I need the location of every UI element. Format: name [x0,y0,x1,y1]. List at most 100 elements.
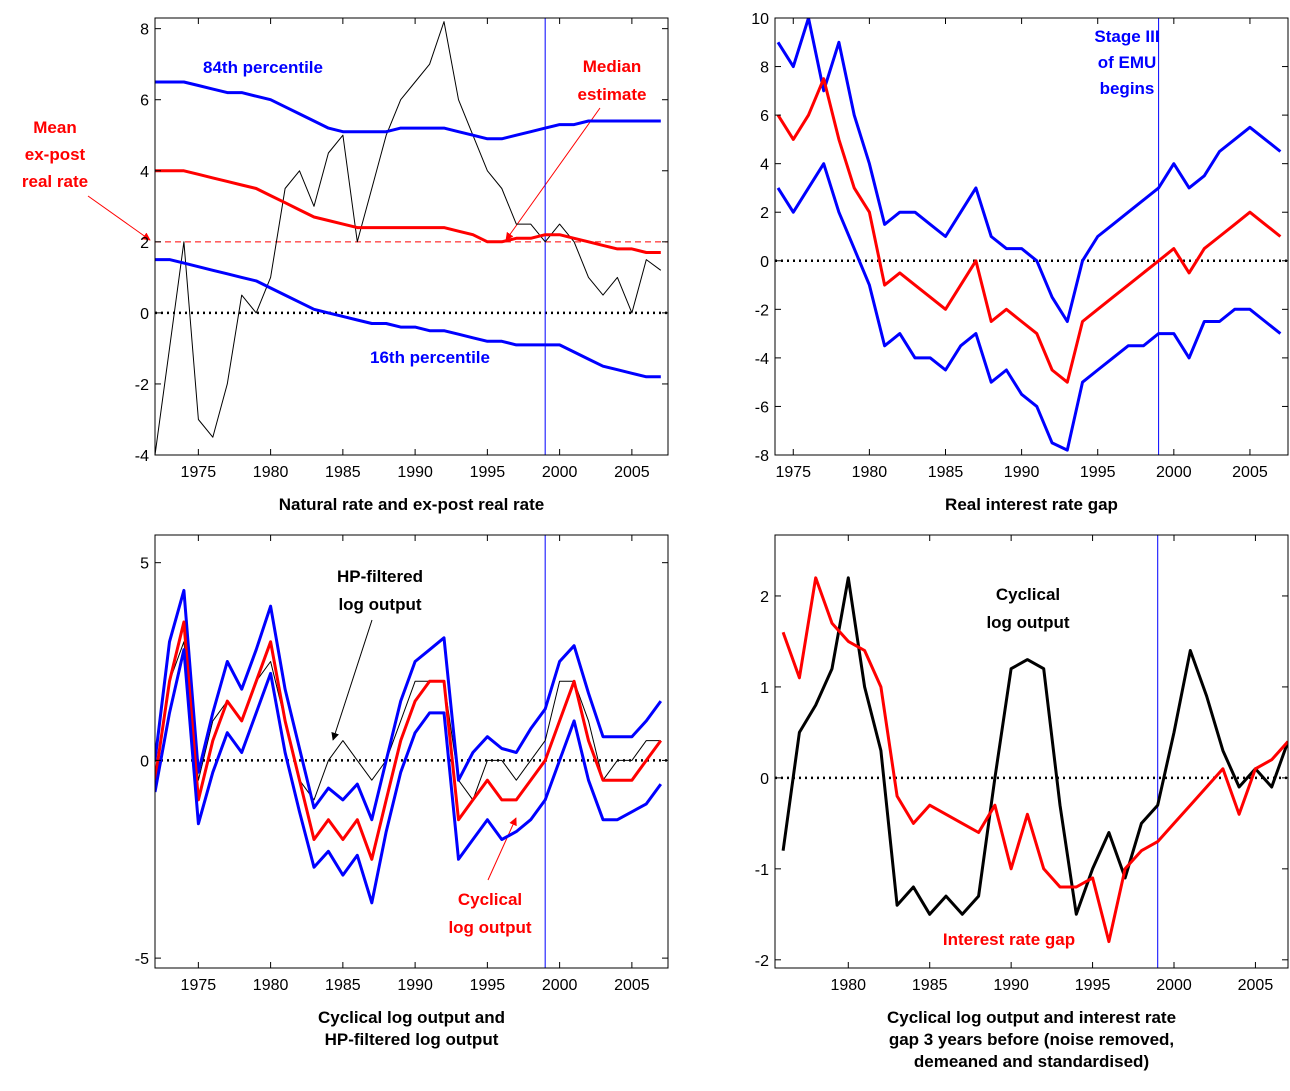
series-line [155,648,663,905]
axis-caption: Cyclical log output and [318,1008,505,1027]
axis-caption: Natural rate and ex-post real rate [279,495,544,514]
annotation: Median [583,57,642,76]
y-tick-label: 0 [140,306,149,323]
annotation: Mean [33,118,76,137]
y-tick-label: 0 [760,254,769,271]
series-line [776,77,1282,384]
plot-frame [774,17,1289,456]
x-tick-label: 2005 [614,977,650,994]
plot-area [775,18,1288,455]
plot-frame [154,17,669,456]
y-tick-label: 8 [760,60,769,77]
y-tick-label: 1 [760,680,769,697]
x-tick-label: 1985 [928,464,964,481]
series-line [155,169,661,254]
y-tick-label: 6 [140,93,149,110]
annotation: 84th percentile [203,58,323,77]
x-tick-label: 1975 [181,977,217,994]
x-tick-label: 1985 [325,464,361,481]
x-tick-label: 2005 [1238,977,1274,994]
x-tick-label: 1985 [912,977,948,994]
annotation: log output [448,918,531,937]
x-tick-label: 1995 [470,464,506,481]
x-tick-label: 1975 [181,464,217,481]
plot-frame [774,534,1289,969]
series-line [155,258,661,379]
series-line [776,18,1282,323]
x-tick-label: 1995 [1080,464,1116,481]
arrow [487,817,517,881]
annotation: Stage III [1094,27,1159,46]
y-tick-label: 4 [140,164,149,181]
series-line [781,576,1288,944]
y-tick-label: -2 [755,953,769,970]
annotation: estimate [578,85,647,104]
annotation: begins [1100,79,1155,98]
series-line [155,21,662,455]
y-tick-label: -5 [135,951,149,968]
x-tick-label: 2000 [542,464,578,481]
y-tick-label: 8 [140,22,149,39]
series-line [155,588,663,822]
x-tick-label: 1995 [1075,977,1111,994]
arrow [87,195,151,241]
y-tick-label: 4 [760,157,769,174]
y-tick-label: -2 [135,377,149,394]
x-tick-label: 1990 [993,977,1029,994]
y-tick-label: -4 [755,351,769,368]
x-tick-label: 2000 [1156,464,1192,481]
y-tick-label: -2 [755,302,769,319]
y-tick-label: -8 [755,448,769,465]
annotation: 16th percentile [370,348,490,367]
series-line [776,162,1282,452]
y-tick-label: -6 [755,399,769,416]
y-tick-label: -4 [135,448,149,465]
annotation: log output [338,595,421,614]
y-tick-label: 0 [140,753,149,770]
y-tick-label: 5 [140,556,149,573]
x-tick-label: 2005 [614,464,650,481]
plot-area [155,535,668,968]
axis-caption: Real interest rate gap [945,495,1118,514]
series-line [155,80,661,141]
x-tick-label: 1990 [397,977,433,994]
axis-caption: Cyclical log output and interest rate [887,1008,1176,1027]
x-tick-label: 1980 [253,977,289,994]
annotation: Interest rate gap [943,930,1075,949]
annotation: HP-filtered [337,567,423,586]
plot-frame [154,534,669,969]
arrow [505,107,601,241]
x-tick-label: 2000 [542,977,578,994]
axis-caption: HP-filtered log output [325,1030,499,1049]
y-tick-label: 2 [760,205,769,222]
axis-caption: demeaned and standardised) [914,1052,1149,1071]
y-tick-label: 2 [760,589,769,606]
x-tick-label: 1990 [397,464,433,481]
y-tick-label: 2 [140,235,149,252]
annotation: of EMU [1098,53,1157,72]
axis-caption: gap 3 years before (noise removed, [889,1030,1174,1049]
y-tick-label: 6 [760,108,769,125]
y-tick-label: 10 [751,11,769,28]
x-tick-label: 2005 [1232,464,1268,481]
annotation: Cyclical [996,585,1060,604]
plot-area [775,535,1288,968]
x-tick-label: 1995 [470,977,506,994]
x-tick-label: 1980 [830,977,866,994]
plot-area [155,18,668,455]
annotation: ex-post [25,145,86,164]
x-tick-label: 1980 [253,464,289,481]
y-tick-label: 0 [760,771,769,788]
annotation: real rate [22,172,88,191]
series-line [155,620,663,861]
x-tick-label: 1985 [325,977,361,994]
x-tick-label: 2000 [1156,977,1192,994]
annotation: Cyclical [458,890,522,909]
annotation: log output [986,613,1069,632]
y-tick-label: -1 [755,862,769,879]
x-tick-label: 1990 [1004,464,1040,481]
arrow [331,619,373,741]
x-tick-label: 1980 [852,464,888,481]
series-line [781,576,1288,916]
